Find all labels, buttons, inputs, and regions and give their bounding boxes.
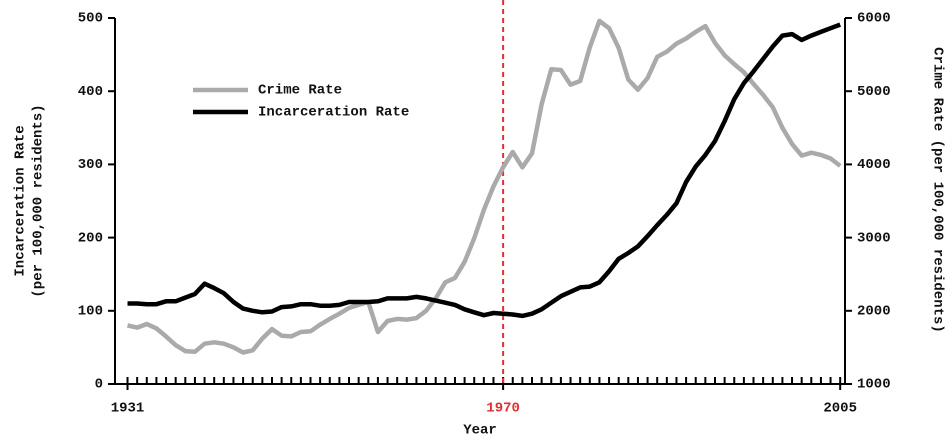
x-tick-label: 1970 <box>486 401 520 417</box>
data-line <box>127 22 841 319</box>
y2-tick-label: 2000 <box>857 304 891 320</box>
y2-axis-label: Crime Rate (per 100,000 residents) <box>929 47 945 333</box>
y-tick-label: 300 <box>78 157 103 173</box>
y2-tick-label: 1000 <box>857 377 891 393</box>
y2-tick-label: 3000 <box>857 230 891 246</box>
x-tick-label: 2005 <box>823 401 857 417</box>
y2-tick-label: 5000 <box>857 84 891 100</box>
y2-tick-label: 4000 <box>857 157 891 173</box>
y-tick-label: 400 <box>78 84 103 100</box>
y-tick-label: 100 <box>78 304 103 320</box>
y-tick-label: 0 <box>95 377 103 393</box>
y-axis-label: Incarceration Rate <box>13 125 29 276</box>
legend-label: Incarceration Rate <box>258 105 409 121</box>
y2-tick-label: 6000 <box>857 11 891 27</box>
data-line <box>127 18 842 355</box>
x-tick-label: 1931 <box>111 401 145 417</box>
x-axis-label: Year <box>463 423 497 439</box>
legend-label: Crime Rate <box>258 83 342 99</box>
y-axis-label: (per 100,000 residents) <box>31 104 47 297</box>
y-tick-label: 200 <box>78 230 103 246</box>
y-tick-label: 500 <box>78 11 103 27</box>
